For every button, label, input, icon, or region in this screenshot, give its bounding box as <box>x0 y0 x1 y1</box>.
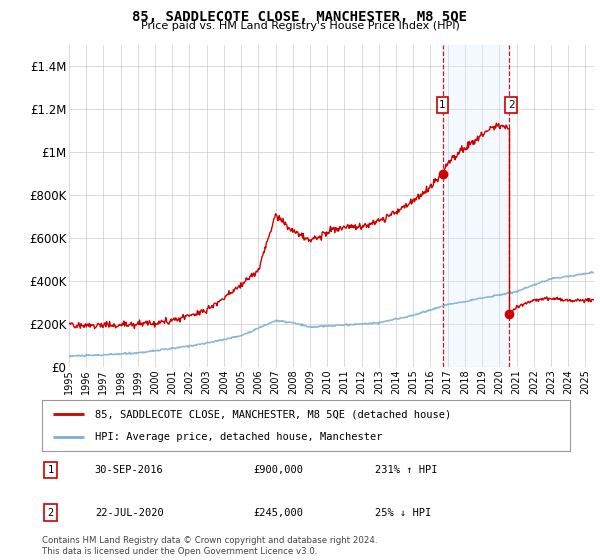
Text: 231% ↑ HPI: 231% ↑ HPI <box>374 465 437 475</box>
Text: 1: 1 <box>439 100 446 110</box>
Text: Contains HM Land Registry data © Crown copyright and database right 2024.
This d: Contains HM Land Registry data © Crown c… <box>42 536 377 556</box>
Text: £245,000: £245,000 <box>253 507 303 517</box>
Text: 22-JUL-2020: 22-JUL-2020 <box>95 507 164 517</box>
Bar <box>443 45 509 367</box>
Text: 2: 2 <box>508 100 515 110</box>
Text: Price paid vs. HM Land Registry's House Price Index (HPI): Price paid vs. HM Land Registry's House … <box>140 21 460 31</box>
Text: 85, SADDLECOTE CLOSE, MANCHESTER, M8 5QE (detached house): 85, SADDLECOTE CLOSE, MANCHESTER, M8 5QE… <box>95 409 451 419</box>
Text: 25% ↓ HPI: 25% ↓ HPI <box>374 507 431 517</box>
Text: 30-SEP-2016: 30-SEP-2016 <box>95 465 164 475</box>
Text: HPI: Average price, detached house, Manchester: HPI: Average price, detached house, Manc… <box>95 432 382 442</box>
Text: £900,000: £900,000 <box>253 465 303 475</box>
Text: 85, SADDLECOTE CLOSE, MANCHESTER, M8 5QE: 85, SADDLECOTE CLOSE, MANCHESTER, M8 5QE <box>133 10 467 24</box>
Text: 1: 1 <box>47 465 53 475</box>
Text: 2: 2 <box>47 507 53 517</box>
